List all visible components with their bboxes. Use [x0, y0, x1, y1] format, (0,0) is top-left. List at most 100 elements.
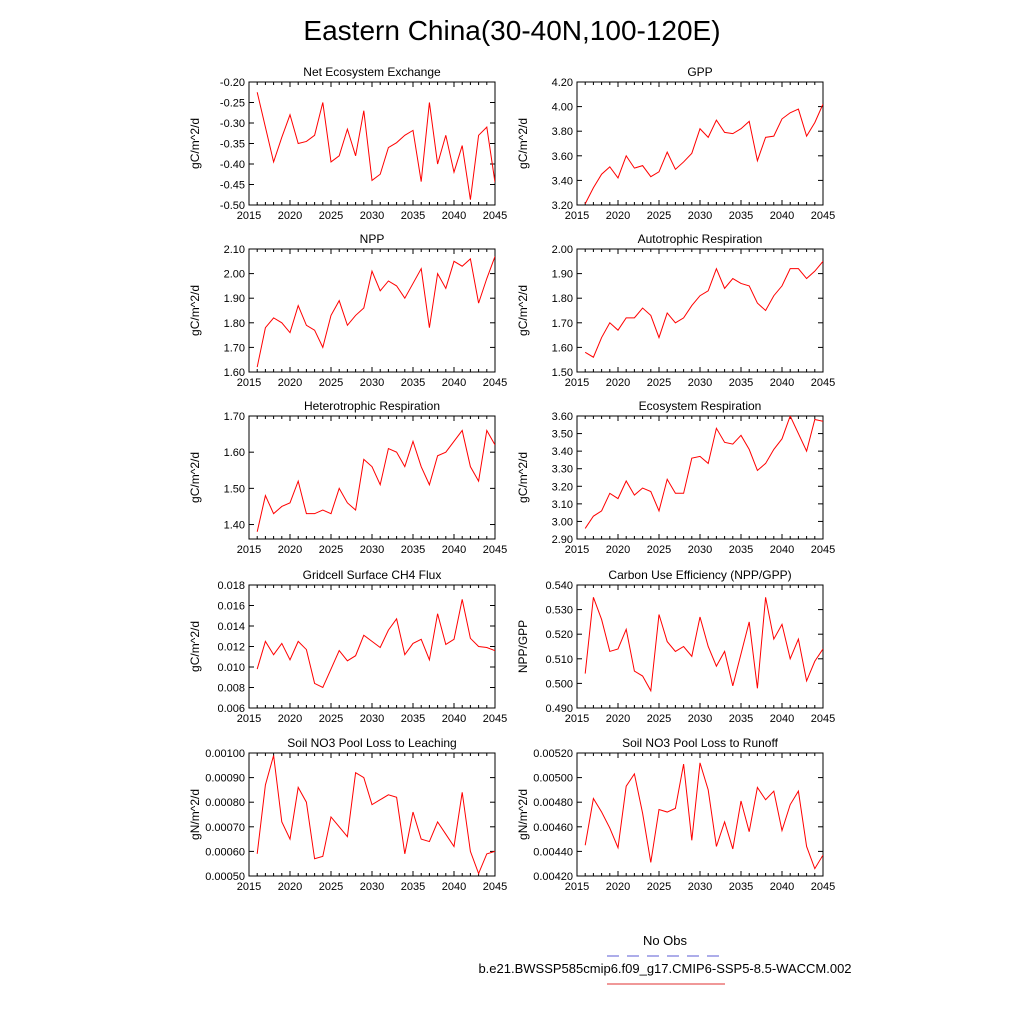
panel-7: Carbon Use Efficiency (NPP/GPP) NPP/GPP 20… — [516, 568, 835, 725]
x-tick-label: 2040 — [770, 544, 794, 556]
panel-title: Heterotrophic Respiration — [304, 399, 440, 413]
x-tick-label: 2035 — [401, 881, 425, 893]
x-tick-label: 2015 — [565, 544, 589, 556]
x-tick-label: 2025 — [319, 544, 343, 556]
y-tick-label: 0.00440 — [533, 846, 573, 858]
plot-frame — [576, 752, 824, 877]
x-tick-label: 2030 — [360, 377, 384, 389]
legend: No Obs b.e21.BWSSP585cmip6.f09_g17.CMIP6… — [478, 933, 852, 985]
y-tick-label: 3.60 — [552, 411, 573, 423]
x-tick-label: 2025 — [319, 713, 343, 725]
plot-frame — [248, 584, 496, 709]
panel-6: Gridcell Surface CH4 Flux gC/m^2/d 2015 202… — [188, 568, 507, 725]
x-tick-label: 2025 — [647, 210, 671, 222]
y-tick-label: 0.014 — [217, 621, 245, 633]
series-line — [584, 260, 823, 358]
y-axis-label: NPP/GPP — [516, 620, 530, 673]
x-tick-label: 2040 — [770, 377, 794, 389]
x-tick-label: 2015 — [565, 377, 589, 389]
x-tick-label: 2030 — [688, 544, 712, 556]
y-tick-label: 1.50 — [552, 367, 573, 379]
x-tick-label: 2030 — [360, 544, 384, 556]
x-tick-label: 2045 — [483, 377, 507, 389]
y-tick-label: 1.60 — [224, 367, 245, 379]
panel-title: Soil NO3 Pool Loss to Leaching — [287, 736, 456, 750]
x-tick-label: 2015 — [237, 713, 261, 725]
x-tick-label: 2045 — [483, 881, 507, 893]
y-axis-label: gN/m^2/d — [516, 789, 530, 840]
x-tick-label: 2035 — [401, 544, 425, 556]
x-tick-label: 2035 — [729, 713, 753, 725]
x-tick-label: 2035 — [729, 881, 753, 893]
plot-frame — [576, 81, 824, 206]
y-tick-label: 0.530 — [545, 605, 573, 617]
x-tick-label: 2020 — [606, 713, 630, 725]
x-tick-label: 2025 — [647, 544, 671, 556]
y-tick-label: 1.70 — [224, 411, 245, 423]
x-tick-label: 2030 — [360, 713, 384, 725]
series-line — [584, 416, 823, 529]
y-tick-label: 1.60 — [224, 447, 245, 459]
x-tick-label: 2015 — [237, 881, 261, 893]
x-tick-label: 2025 — [647, 377, 671, 389]
panel-3: Autotrophic Respiration gC/m^2/d 2015 2020 2… — [516, 232, 835, 389]
y-axis-label: gC/m^2/d — [188, 118, 202, 169]
y-tick-label: -0.50 — [220, 200, 245, 212]
x-tick-label: 2040 — [770, 210, 794, 222]
y-tick-label: 0.016 — [217, 601, 245, 613]
plot-frame — [576, 248, 824, 373]
x-tick-label: 2020 — [606, 544, 630, 556]
y-tick-label: 1.40 — [224, 520, 245, 532]
x-tick-label: 2045 — [811, 713, 835, 725]
x-tick-label: 2040 — [442, 713, 466, 725]
panel-title: Carbon Use Efficiency (NPP/GPP) — [608, 568, 791, 582]
y-tick-label: 0.00080 — [205, 797, 245, 809]
panel-title: Ecosystem Respiration — [639, 399, 762, 413]
x-tick-label: 2030 — [360, 881, 384, 893]
panel-8: Soil NO3 Pool Loss to Leaching gN/m^2/d 20… — [188, 736, 507, 893]
series-line — [584, 103, 823, 204]
y-tick-label: -0.35 — [220, 139, 245, 151]
y-tick-label: 2.00 — [552, 244, 573, 256]
x-tick-label: 2020 — [278, 881, 302, 893]
y-axis-label: gC/m^2/d — [516, 452, 530, 503]
x-tick-label: 2045 — [811, 210, 835, 222]
series-line — [256, 755, 495, 875]
x-tick-label: 2025 — [319, 210, 343, 222]
y-tick-label: 3.40 — [552, 446, 573, 458]
y-tick-label: 4.00 — [552, 102, 573, 114]
panel-title: Autotrophic Respiration — [638, 232, 763, 246]
panel-0: Net Ecosystem Exchange gC/m^2/d 2015 2020 20… — [188, 65, 507, 222]
y-tick-label: 1.80 — [552, 293, 573, 305]
y-tick-label: -0.20 — [220, 77, 245, 89]
x-tick-label: 2040 — [442, 210, 466, 222]
y-tick-label: 3.30 — [552, 464, 573, 476]
y-tick-label: 1.70 — [552, 318, 573, 330]
x-tick-label: 2020 — [606, 210, 630, 222]
y-tick-label: 1.90 — [552, 269, 573, 281]
x-tick-label: 2015 — [565, 210, 589, 222]
y-axis-label: gN/m^2/d — [188, 789, 202, 840]
x-tick-label: 2040 — [770, 881, 794, 893]
x-tick-label: 2020 — [606, 881, 630, 893]
plot-frame — [248, 415, 496, 540]
y-tick-label: 0.00460 — [533, 822, 573, 834]
y-axis-label: gC/m^2/d — [516, 118, 530, 169]
x-tick-label: 2015 — [237, 210, 261, 222]
y-tick-label: 0.018 — [217, 580, 245, 592]
y-tick-label: 1.50 — [224, 483, 245, 495]
x-tick-label: 2020 — [278, 713, 302, 725]
y-tick-label: 1.90 — [224, 293, 245, 305]
panel-title: Gridcell Surface CH4 Flux — [303, 568, 442, 582]
plot-frame — [576, 584, 824, 709]
x-tick-label: 2045 — [811, 544, 835, 556]
y-tick-label: 0.500 — [545, 678, 573, 690]
x-tick-label: 2030 — [360, 210, 384, 222]
plot-frame — [248, 248, 496, 373]
y-tick-label: 1.70 — [224, 342, 245, 354]
x-tick-label: 2020 — [278, 544, 302, 556]
x-tick-label: 2015 — [565, 881, 589, 893]
y-tick-label: 0.010 — [217, 662, 245, 674]
y-tick-label: 0.008 — [217, 683, 245, 695]
y-tick-label: 3.00 — [552, 516, 573, 528]
